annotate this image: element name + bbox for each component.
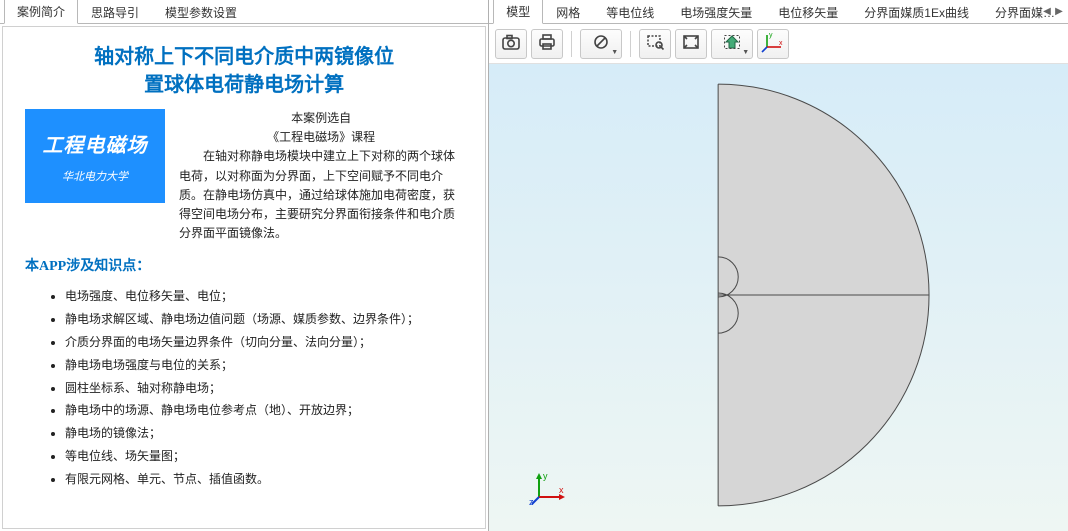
book-cover: 工程电磁场 华北电力大学 <box>25 109 165 203</box>
viewport-toolbar: ▼ ▼ yx <box>489 24 1068 64</box>
zoom-select-button[interactable]: ▼ <box>711 29 753 59</box>
right-tab-5[interactable]: 分界面媒质1Ex曲线 <box>851 0 982 24</box>
right-tab-2[interactable]: 等电位线 <box>593 0 667 24</box>
right-tab-3[interactable]: 电场强度矢量 <box>667 0 765 24</box>
list-item: 静电场求解区域、静电场边值问题（场源、媒质参数、边界条件）； <box>65 308 463 331</box>
intro-row: 工程电磁场 华北电力大学 本案例选自 《工程电磁场》课程 在轴对称静电场模块中建… <box>25 109 463 243</box>
zoom-select-icon <box>722 33 742 54</box>
zoom-extents-icon <box>681 33 701 54</box>
doc-title-line2: 置球体电荷静电场计算 <box>144 74 344 96</box>
list-item: 电场强度、电位移矢量、电位； <box>65 285 463 308</box>
print-button[interactable] <box>531 29 563 59</box>
knowledge-list: 电场强度、电位移矢量、电位；静电场求解区域、静电场边值问题（场源、媒质参数、边界… <box>25 285 463 490</box>
intro-body: 在轴对称静电场模块中建立上下对称的两个球体电荷，以对称面为分界面，上下空间赋予不… <box>179 147 463 243</box>
screenshot-icon <box>501 33 521 54</box>
viewport[interactable]: y x z <box>489 64 1068 531</box>
left-tab-0[interactable]: 案例简介 <box>4 0 78 24</box>
no-select-icon <box>591 33 611 54</box>
zoom-box-icon <box>645 33 665 54</box>
doc-title: 轴对称上下不同电介质中两镜像位 置球体电荷静电场计算 <box>25 43 463 99</box>
intro-center2: 《工程电磁场》课程 <box>179 128 463 147</box>
doc-body: 轴对称上下不同电介质中两镜像位 置球体电荷静电场计算 工程电磁场 华北电力大学 … <box>2 26 486 529</box>
axis-triad-icon: yx <box>761 31 785 56</box>
right-panel: 模型网格等电位线电场强度矢量电位移矢量分界面媒质1Ex曲线分界面媒… ◀ ▶ ▼… <box>489 0 1068 531</box>
right-tab-0[interactable]: 模型 <box>493 0 543 24</box>
left-tabbar: 案例简介思路导引模型参数设置 <box>0 0 488 24</box>
screenshot-button[interactable] <box>495 29 527 59</box>
right-tabbar: 模型网格等电位线电场强度矢量电位移矢量分界面媒质1Ex曲线分界面媒… ◀ ▶ <box>489 0 1068 24</box>
list-item: 等电位线、场矢量图； <box>65 445 463 468</box>
tab-next-button[interactable]: ▶ <box>1054 4 1064 18</box>
svg-text:x: x <box>559 485 564 495</box>
model-svg <box>489 64 1068 531</box>
left-panel: 案例简介思路导引模型参数设置 轴对称上下不同电介质中两镜像位 置球体电荷静电场计… <box>0 0 489 531</box>
svg-text:y: y <box>543 471 548 481</box>
tab-prev-button[interactable]: ◀ <box>1042 4 1052 18</box>
book-cover-subtitle: 华北电力大学 <box>62 168 128 184</box>
list-item: 圆柱坐标系、轴对称静电场； <box>65 377 463 400</box>
svg-text:x: x <box>779 40 783 47</box>
list-item: 静电场电场强度与电位的关系； <box>65 354 463 377</box>
intro-center1: 本案例选自 <box>179 109 463 128</box>
axis-widget-main: y x z <box>529 469 567 507</box>
svg-text:y: y <box>769 32 773 39</box>
list-item: 有限元网格、单元、节点、插值函数。 <box>65 468 463 491</box>
list-item: 静电场中的场源、静电场电位参考点（地）、开放边界； <box>65 399 463 422</box>
right-tab-4[interactable]: 电位移矢量 <box>765 0 851 24</box>
toolbar-sep <box>630 31 631 57</box>
doc-title-line1: 轴对称上下不同电介质中两镜像位 <box>94 46 394 68</box>
svg-text:z: z <box>529 497 534 507</box>
chevron-down-icon: ▼ <box>611 49 618 56</box>
left-tab-1[interactable]: 思路导引 <box>78 0 152 24</box>
tab-nav-arrows: ◀ ▶ <box>1042 4 1064 18</box>
axis-triad-button[interactable]: yx <box>757 29 789 59</box>
zoom-extents-button[interactable] <box>675 29 707 59</box>
book-cover-title: 工程电磁场 <box>43 129 148 158</box>
list-item: 静电场的镜像法； <box>65 422 463 445</box>
toolbar-sep <box>571 31 572 57</box>
no-select-button[interactable]: ▼ <box>580 29 622 59</box>
section-heading: 本APP涉及知识点： <box>25 255 463 275</box>
right-tab-1[interactable]: 网格 <box>543 0 593 24</box>
intro-text: 本案例选自 《工程电磁场》课程 在轴对称静电场模块中建立上下对称的两个球体电荷，… <box>179 109 463 243</box>
chevron-down-icon: ▼ <box>742 49 749 56</box>
list-item: 介质分界面的电场矢量边界条件（切向分量、法向分量）； <box>65 331 463 354</box>
left-tab-2[interactable]: 模型参数设置 <box>152 0 250 24</box>
zoom-box-button[interactable] <box>639 29 671 59</box>
print-icon <box>537 33 557 54</box>
